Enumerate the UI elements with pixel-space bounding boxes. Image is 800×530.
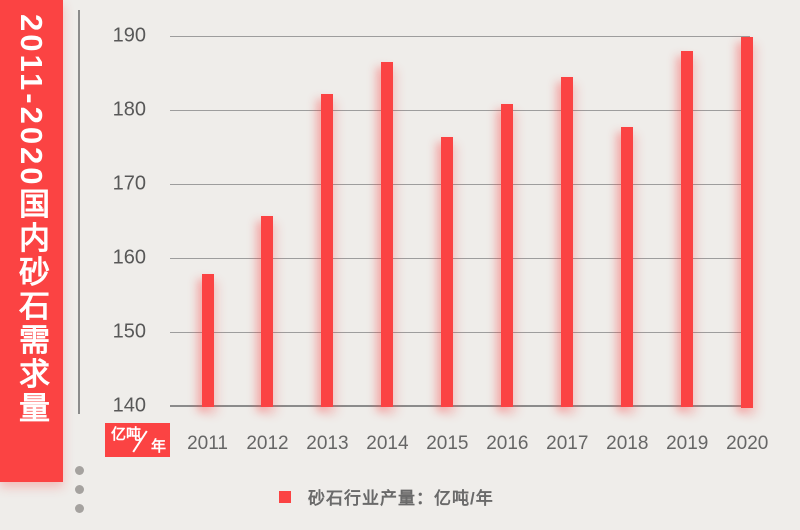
gridline-170 bbox=[170, 184, 750, 185]
dot-icon bbox=[75, 485, 84, 494]
x-tick-label-2014: 2014 bbox=[366, 433, 409, 454]
bar-2015 bbox=[441, 137, 454, 408]
bar-2016 bbox=[501, 104, 514, 408]
legend-swatch-icon bbox=[279, 490, 291, 503]
unit-numerator: 亿吨 bbox=[111, 426, 142, 443]
gridline-140 bbox=[170, 405, 750, 407]
page-title: 2011-2020国内砂石需求量 bbox=[14, 14, 49, 426]
y-tick-label-150: 150 bbox=[112, 320, 146, 343]
x-tick-label-2017: 2017 bbox=[546, 433, 589, 454]
bar-2014 bbox=[381, 62, 394, 408]
legend: 砂石行业产量：亿吨/年 bbox=[279, 484, 494, 509]
x-tick-label-2012: 2012 bbox=[246, 433, 289, 454]
gridline-180 bbox=[170, 110, 750, 111]
y-tick-label-170: 170 bbox=[112, 172, 146, 195]
bar-2013 bbox=[321, 94, 334, 408]
bar-2017 bbox=[561, 77, 574, 408]
bar-2018 bbox=[621, 127, 634, 408]
y-tick-label-180: 180 bbox=[112, 98, 146, 121]
gridline-160 bbox=[170, 258, 750, 259]
x-tick-label-2020: 2020 bbox=[726, 433, 769, 454]
x-tick-label-2015: 2015 bbox=[426, 433, 469, 454]
legend-label: 砂石行业产量：亿吨/年 bbox=[308, 489, 494, 508]
y-tick-label-190: 190 bbox=[112, 24, 146, 47]
bar-2020 bbox=[741, 36, 754, 408]
decorative-dots bbox=[75, 466, 85, 523]
y-tick-label-160: 160 bbox=[112, 246, 146, 269]
gridline-190 bbox=[170, 36, 750, 37]
bar-2011 bbox=[201, 273, 214, 408]
x-tick-label-2019: 2019 bbox=[666, 433, 709, 454]
y-tick-label-140: 140 bbox=[112, 394, 146, 417]
dot-icon bbox=[75, 466, 84, 475]
y-axis-line bbox=[78, 10, 80, 414]
bar-2019 bbox=[681, 50, 694, 408]
banner-2011-2020-title: 2011-2020国内砂石需求量 bbox=[0, 0, 63, 482]
bar-2012 bbox=[261, 216, 274, 408]
x-tick-label-2016: 2016 bbox=[486, 433, 529, 454]
gridline-150 bbox=[170, 332, 750, 333]
y-axis-unit-badge: 亿吨 年 bbox=[105, 423, 170, 457]
x-tick-label-2018: 2018 bbox=[606, 433, 649, 454]
unit-denominator: 年 bbox=[150, 438, 166, 455]
x-tick-label-2013: 2013 bbox=[306, 433, 349, 454]
dot-icon bbox=[75, 504, 84, 513]
x-tick-label-2011: 2011 bbox=[187, 433, 228, 454]
